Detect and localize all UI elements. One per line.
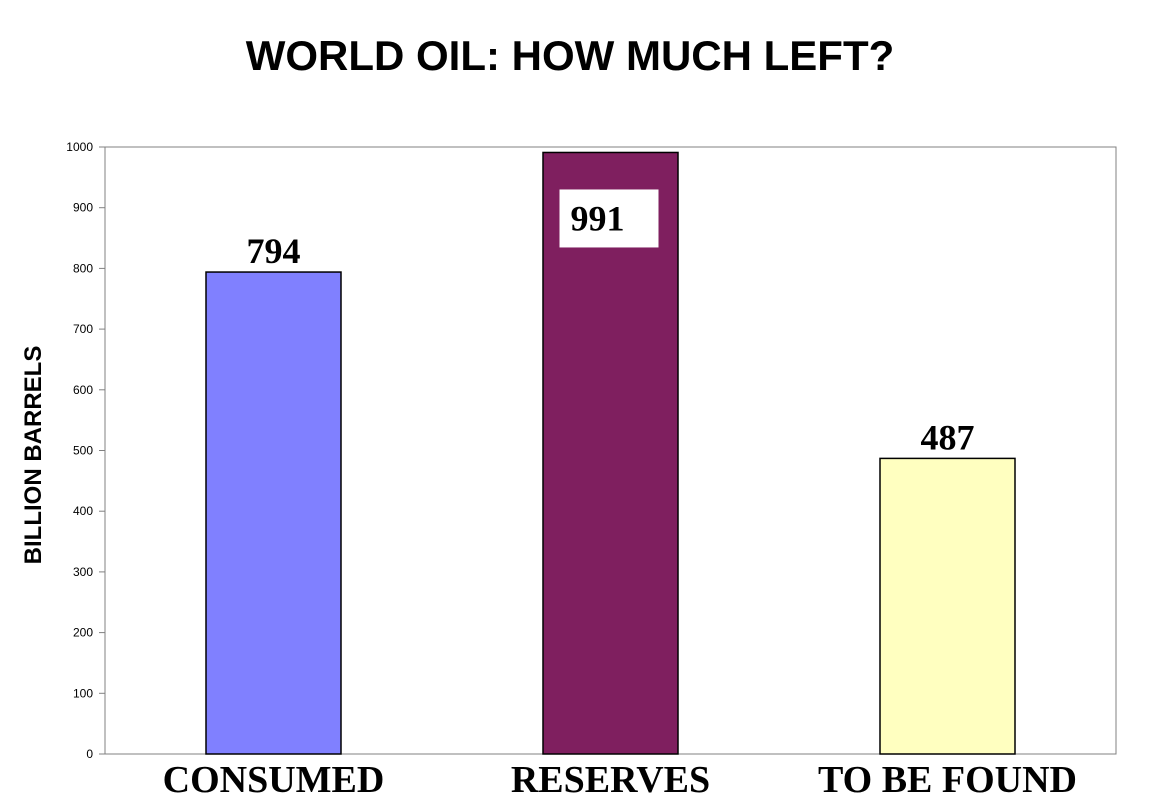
y-tick-label: 200: [73, 626, 93, 640]
y-tick-label: 300: [73, 565, 93, 579]
data-label: 794: [247, 231, 301, 271]
chart-title: WORLD OIL: HOW MUCH LEFT?: [245, 32, 895, 79]
bar-reserves: [542, 151, 679, 755]
data-label-box: [559, 189, 659, 248]
y-axis-label: BILLION BARRELS: [20, 346, 47, 565]
y-tick-label: 0: [86, 747, 93, 761]
y-tick-label: 700: [73, 322, 93, 336]
category-label: CONSUMED: [163, 759, 385, 801]
y-tick-label: 1000: [66, 140, 93, 154]
y-tick-label: 500: [73, 444, 93, 458]
y-tick-label: 100: [73, 686, 93, 700]
y-tick-label: 600: [73, 383, 93, 397]
y-tick-label: 800: [73, 261, 93, 275]
category-label: TO BE FOUND: [818, 759, 1077, 801]
category-label: RESERVES: [511, 759, 710, 801]
data-label: 991: [571, 198, 625, 238]
bar-to-be-found: [879, 457, 1016, 755]
y-tick-label: 900: [73, 201, 93, 215]
bar-consumed: [205, 271, 342, 755]
y-tick-label: 400: [73, 504, 93, 518]
data-label: 487: [921, 417, 975, 457]
